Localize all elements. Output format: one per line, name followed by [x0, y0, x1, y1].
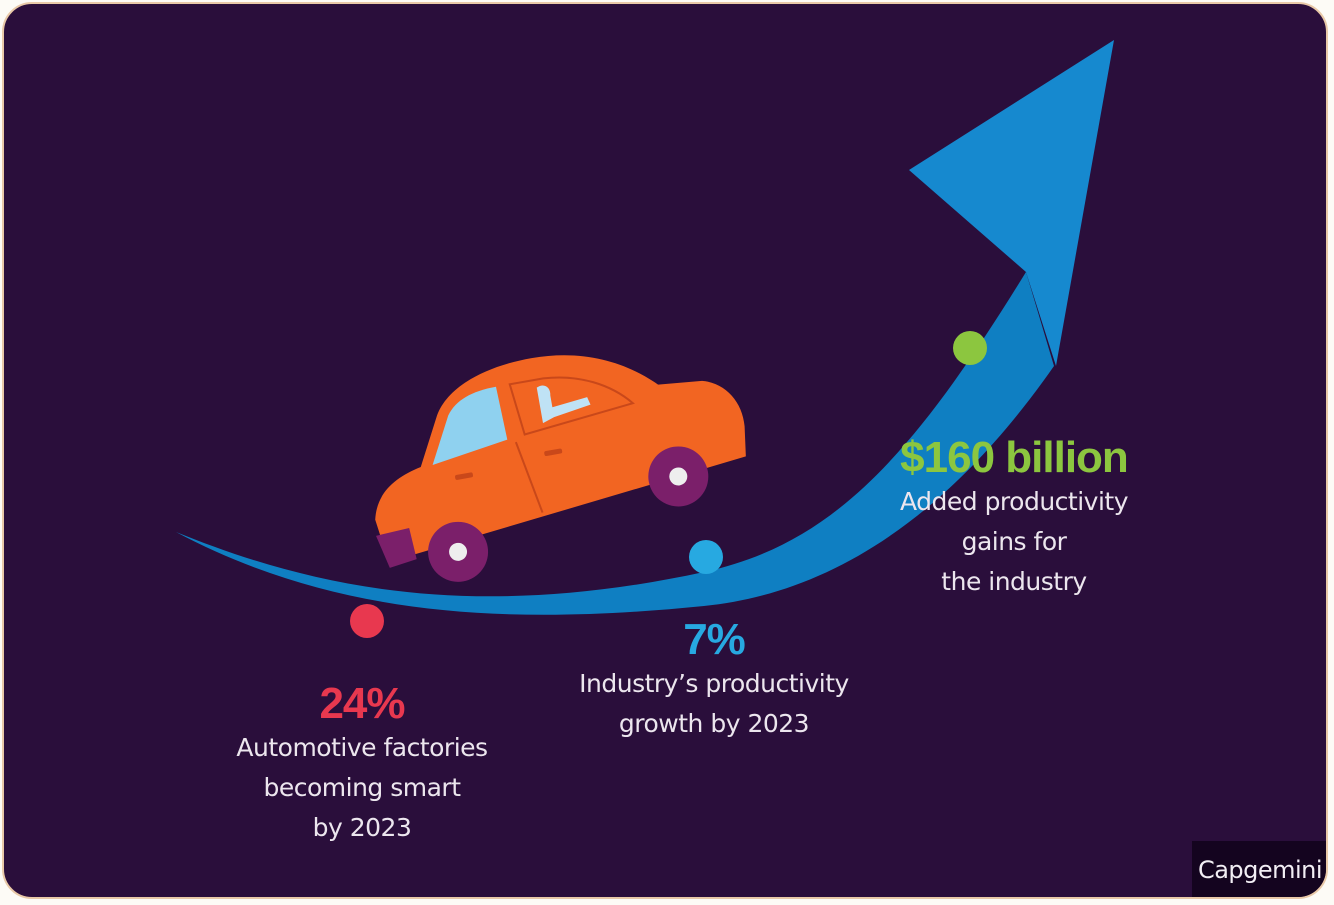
milestone-dot-160	[953, 331, 987, 365]
stat-productivity-growth-value: 7%	[683, 615, 746, 664]
car-hubcap-rear	[449, 542, 468, 561]
car-illustration	[375, 355, 746, 582]
car-driver	[536, 385, 591, 424]
arrow-head	[909, 40, 1114, 366]
arrow-shaft	[176, 272, 1054, 615]
car-door-line	[514, 441, 544, 513]
growth-arrow	[176, 40, 1114, 615]
stat-productivity-gains: $160 billion Added productivity gains fo…	[864, 434, 1164, 602]
car-body	[375, 355, 746, 563]
stat-factories-description: Automotive factories becoming smart by 2…	[236, 733, 488, 842]
brand-logo: Capgemini	[1192, 841, 1326, 897]
car-hubcap-front	[669, 467, 688, 486]
infographic-artwork	[176, 40, 1114, 638]
car-door-handle-rear	[544, 448, 563, 457]
car-window-front	[432, 386, 508, 465]
milestone-dot-7	[689, 540, 723, 574]
milestone-dot-24	[350, 604, 384, 638]
stat-productivity-growth-description: Industry’s productivity growth by 2023	[579, 669, 849, 738]
stat-productivity-growth: 7% Industry’s productivity growth by 202…	[564, 616, 864, 744]
stat-productivity-gains-value: $160 billion	[900, 433, 1129, 482]
stat-factories-value: 24%	[319, 679, 405, 728]
stat-productivity-gains-description: Added productivity gains for the industr…	[899, 487, 1129, 596]
stat-factories: 24% Automotive factories becoming smart …	[212, 680, 512, 848]
car-bumper	[376, 527, 417, 568]
car-door-handle-front	[455, 472, 473, 480]
